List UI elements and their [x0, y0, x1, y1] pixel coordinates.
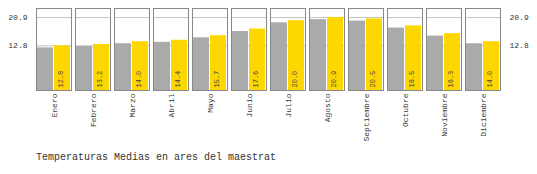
svg-text:Febrero: Febrero: [89, 93, 98, 127]
svg-text:20.0: 20.0: [291, 71, 299, 88]
svg-text:16.3: 16.3: [447, 71, 455, 88]
svg-text:17.6: 17.6: [252, 71, 260, 88]
svg-text:Abril: Abril: [167, 93, 176, 117]
svg-text:Junio: Junio: [245, 93, 254, 117]
svg-text:Mayo: Mayo: [206, 93, 215, 112]
svg-text:14.0: 14.0: [135, 71, 143, 88]
svg-text:13.2: 13.2: [96, 71, 104, 88]
svg-text:Julio: Julio: [284, 93, 293, 117]
svg-text:20.5: 20.5: [369, 71, 377, 88]
svg-text:18.5: 18.5: [408, 71, 416, 88]
svg-text:20.9: 20.9: [510, 13, 529, 22]
svg-text:Agosto: Agosto: [323, 93, 332, 122]
svg-text:20.9: 20.9: [330, 71, 338, 88]
svg-text:Enero: Enero: [50, 93, 59, 117]
svg-text:15.7: 15.7: [213, 71, 221, 88]
svg-text:Septiembre: Septiembre: [362, 93, 371, 141]
html-text:Temperaturas Medias en ares de: Temperaturas Medias en ares del maestrat: [36, 152, 276, 163]
svg-text:14.4: 14.4: [174, 71, 182, 88]
svg-text:Noviembre: Noviembre: [440, 93, 449, 136]
svg-text:Diciembre: Diciembre: [479, 93, 488, 136]
svg-text:12.8: 12.8: [510, 41, 529, 50]
svg-text:Marzo: Marzo: [128, 93, 137, 117]
svg-text:20.9: 20.9: [8, 13, 27, 22]
svg-text:12.8: 12.8: [57, 71, 65, 88]
svg-text:12.8: 12.8: [8, 41, 27, 50]
svg-text:Octubre: Octubre: [401, 93, 410, 127]
svg-text:14.0: 14.0: [486, 71, 494, 88]
